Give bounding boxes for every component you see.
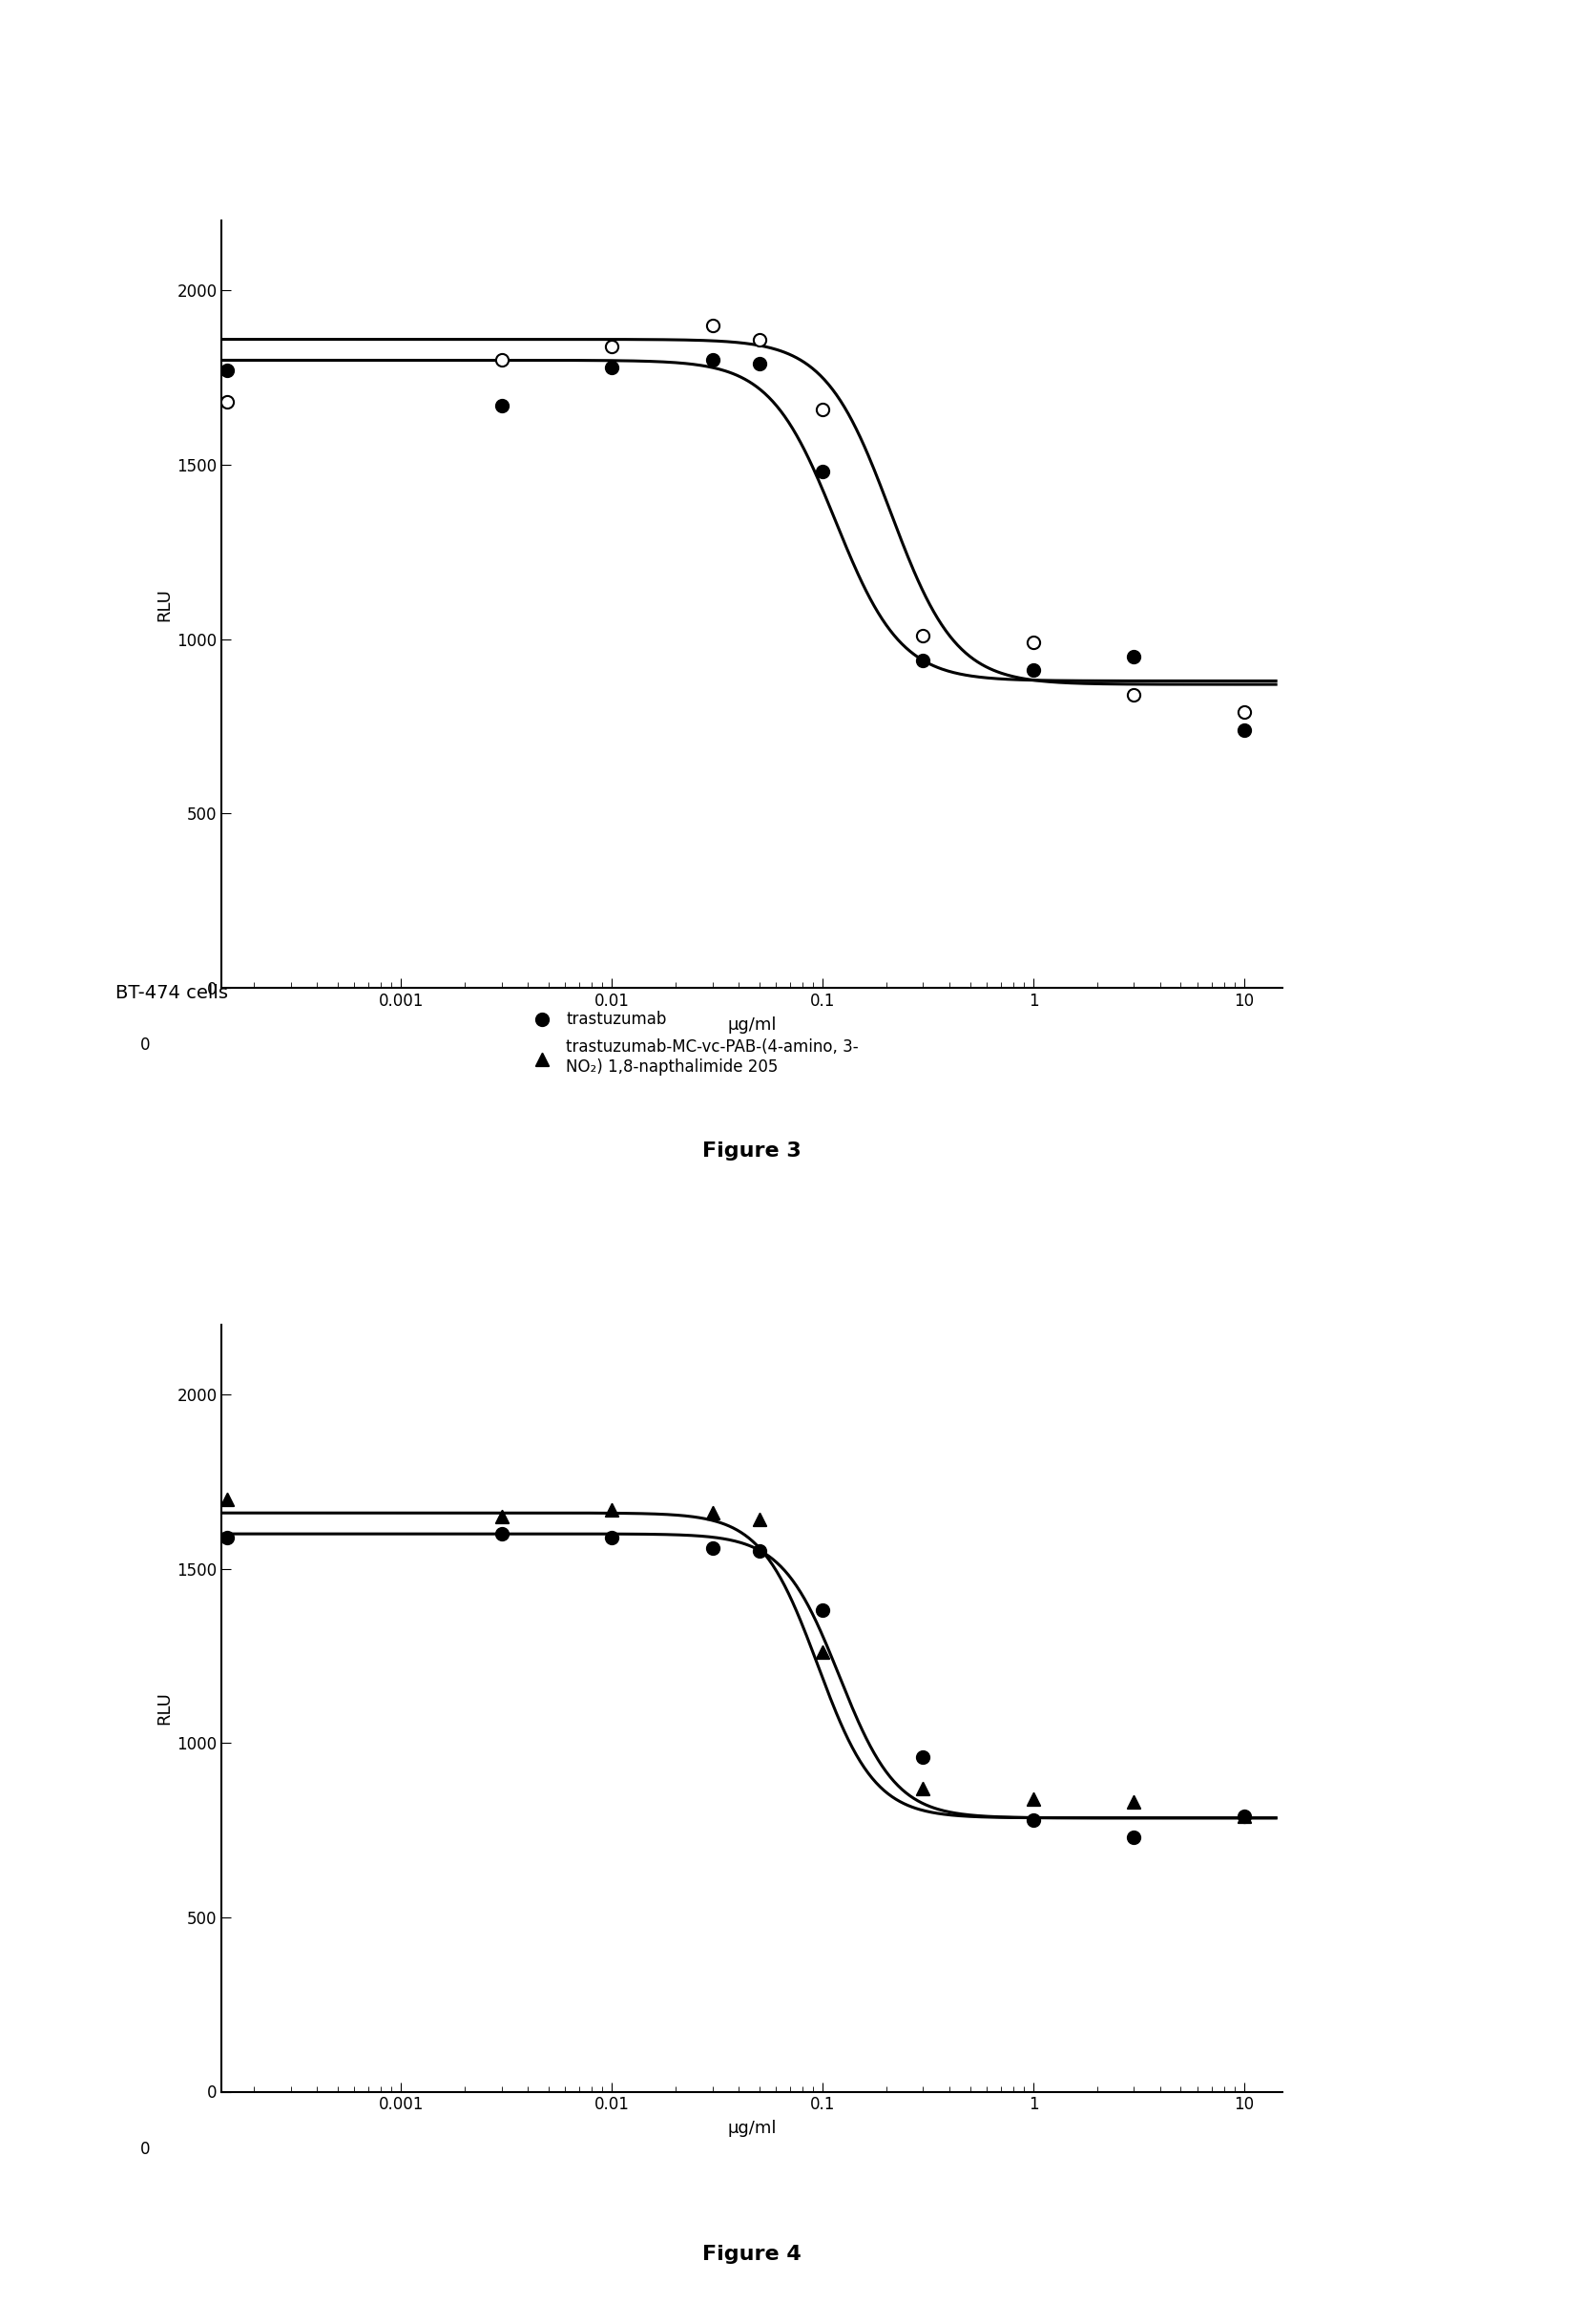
- Text: Figure 3: Figure 3: [703, 1141, 801, 1160]
- Text: 0: 0: [141, 1037, 150, 1053]
- Point: [810, 1634, 836, 1671]
- Point: [700, 1494, 725, 1532]
- Point: [1121, 676, 1146, 713]
- Point: [700, 1529, 725, 1566]
- Point: [1232, 711, 1257, 748]
- Text: BT-474 cells: BT-474 cells: [116, 985, 228, 1002]
- Point: [910, 616, 936, 655]
- Point: [598, 1520, 624, 1557]
- Point: [810, 1592, 836, 1629]
- Point: [1232, 693, 1257, 730]
- Legend: trastuzumab, trastuzumab-MC-vc-PAB-(4-amino, 3-
NO₂) 1,8-napthalimide 205: trastuzumab, trastuzumab-MC-vc-PAB-(4-am…: [527, 1011, 860, 1076]
- Point: [489, 342, 514, 379]
- X-axis label: μg/ml: μg/ml: [727, 2119, 777, 2138]
- Point: [214, 383, 239, 421]
- Point: [1021, 651, 1046, 688]
- Point: [214, 351, 239, 388]
- Point: [489, 1497, 514, 1534]
- Point: [700, 342, 725, 379]
- X-axis label: μg/ml: μg/ml: [727, 1016, 777, 1034]
- Point: [214, 1480, 239, 1518]
- Point: [747, 1534, 773, 1571]
- Point: [598, 1492, 624, 1529]
- Point: [910, 1738, 936, 1776]
- Point: [1021, 1801, 1046, 1838]
- Point: [1121, 1785, 1146, 1822]
- Y-axis label: RLU: RLU: [155, 1692, 173, 1724]
- Point: [489, 1515, 514, 1552]
- Y-axis label: RLU: RLU: [155, 588, 173, 621]
- Point: [747, 1501, 773, 1538]
- Point: [598, 328, 624, 365]
- Point: [747, 321, 773, 358]
- Point: [1021, 1780, 1046, 1817]
- Point: [214, 1520, 239, 1557]
- Point: [1121, 1817, 1146, 1855]
- Point: [1121, 637, 1146, 674]
- Text: 0: 0: [141, 2140, 150, 2157]
- Point: [810, 390, 836, 428]
- Point: [747, 344, 773, 381]
- Point: [1232, 1799, 1257, 1836]
- Text: Figure 4: Figure 4: [703, 2245, 801, 2264]
- Point: [910, 641, 936, 679]
- Point: [810, 453, 836, 490]
- Point: [700, 307, 725, 344]
- Point: [910, 1771, 936, 1808]
- Point: [1021, 623, 1046, 660]
- Point: [1232, 1799, 1257, 1836]
- Point: [489, 386, 514, 423]
- Point: [598, 349, 624, 386]
